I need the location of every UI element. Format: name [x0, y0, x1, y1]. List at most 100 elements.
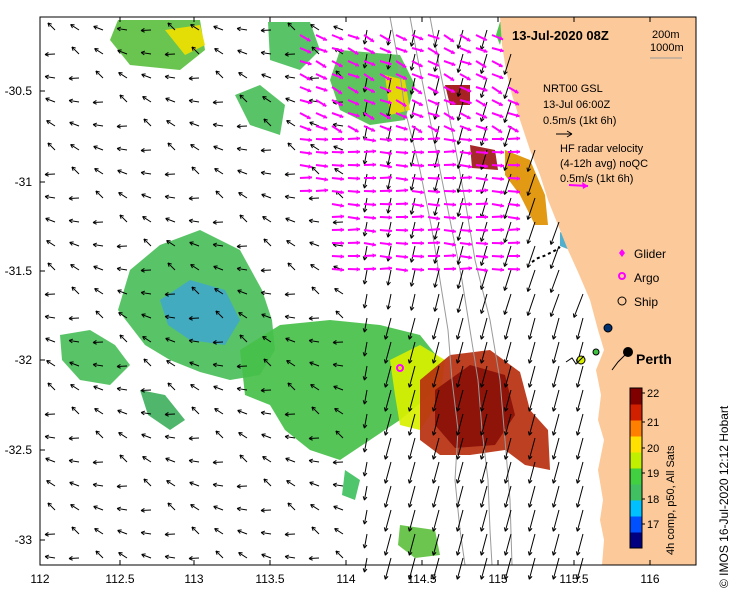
- radar-arrow-icon: [459, 188, 473, 194]
- perth-coast-link: [611, 353, 627, 371]
- model-arrow-icon: [362, 293, 368, 309]
- model-arrow-icon: [92, 482, 104, 488]
- model-arrow-icon: [407, 557, 416, 580]
- model-arrow-icon: [95, 70, 104, 79]
- model-arrow-icon: [47, 142, 56, 151]
- radar-arrow-icon: [379, 164, 392, 169]
- rottnest-outline: [565, 355, 585, 365]
- model-arrow-icon: [285, 217, 296, 223]
- model-arrow-icon: [551, 365, 560, 388]
- radar-arrow-icon: [331, 214, 345, 219]
- radar-arrow-icon: [363, 47, 376, 55]
- radar-arrow-icon: [427, 267, 441, 272]
- model-arrow-icon: [237, 49, 248, 55]
- model-arrow-icon: [503, 341, 512, 364]
- model-arrow-icon: [260, 530, 272, 536]
- model-legend-line-1: NRT00 GSL: [543, 83, 603, 95]
- model-arrow-icon: [70, 504, 80, 511]
- model-arrow-icon: [69, 241, 80, 247]
- model-arrow-icon: [551, 485, 560, 508]
- radar-arrow-icon: [427, 60, 440, 67]
- radar-arrow-icon: [331, 125, 343, 134]
- model-arrow-icon: [284, 51, 296, 57]
- radar-arrow-icon: [379, 47, 392, 54]
- model-arrow-icon: [260, 410, 272, 416]
- radar-arrow-icon: [299, 73, 311, 81]
- model-arrow-icon: [334, 168, 344, 175]
- radar-arrow-icon: [395, 99, 407, 108]
- model-arrow-icon: [239, 94, 248, 103]
- colorbar-label: 4h comp, p50, All Sats: [665, 445, 677, 555]
- model-arrow-icon: [140, 387, 152, 393]
- model-arrow-icon: [334, 408, 344, 415]
- radar-arrow-icon: [427, 202, 441, 208]
- model-arrow-icon: [431, 413, 440, 436]
- radar-arrow-icon: [363, 125, 376, 132]
- model-arrow-icon: [526, 221, 536, 244]
- radar-arrow-icon: [443, 202, 457, 207]
- radar-arrow-icon: [315, 137, 329, 142]
- radar-arrow-icon: [443, 242, 456, 247]
- model-arrow-icon: [526, 197, 536, 220]
- radar-arrow-icon: [459, 99, 472, 105]
- radar-arrow-icon: [331, 176, 345, 182]
- model-arrow-icon: [260, 147, 272, 153]
- sst-patch: [398, 525, 440, 558]
- model-arrow-icon: [238, 312, 248, 319]
- model-arrow-icon: [142, 336, 152, 343]
- model-arrow-icon: [215, 190, 224, 199]
- model-arrow-icon: [284, 554, 296, 560]
- model-arrow-icon: [238, 192, 248, 199]
- model-arrow-icon: [456, 53, 464, 73]
- model-arrow-icon: [527, 437, 536, 460]
- model-arrow-icon: [479, 269, 488, 290]
- model-arrow-icon: [262, 216, 272, 223]
- model-arrow-icon: [70, 144, 80, 151]
- model-arrow-icon: [362, 173, 368, 189]
- model-arrow-icon: [526, 173, 536, 196]
- model-arrow-icon: [479, 509, 488, 532]
- model-arrow-icon: [189, 121, 200, 127]
- model-arrow-icon: [551, 413, 560, 436]
- radar-arrow-icon: [411, 60, 424, 68]
- radar-arrow-icon: [475, 267, 489, 273]
- model-arrow-icon: [118, 552, 128, 559]
- radar-arrow-icon: [332, 136, 344, 142]
- model-arrow-icon: [260, 290, 272, 296]
- model-arrow-icon: [262, 456, 272, 463]
- radar-arrow-icon: [492, 136, 504, 142]
- model-arrow-icon: [527, 389, 536, 412]
- model-arrow-icon: [190, 144, 200, 151]
- radar-arrow-icon: [507, 86, 519, 94]
- radar-arrow-icon: [363, 266, 377, 272]
- isobath-200-label: 200m: [652, 29, 680, 41]
- radar-arrow-icon: [395, 112, 408, 119]
- model-arrow-icon: [166, 480, 176, 487]
- radar-arrow-icon: [395, 267, 409, 273]
- model-arrow-icon: [239, 214, 248, 223]
- radar-arrow-icon: [363, 242, 376, 247]
- radar-arrow-icon: [379, 201, 393, 207]
- radar-arrow-icon: [331, 150, 345, 155]
- circle-icon: [617, 296, 627, 306]
- radar-legend-line-2: (4-12h avg) noQC: [560, 158, 648, 170]
- radar-arrow-icon: [475, 254, 489, 260]
- model-arrow-icon: [116, 386, 128, 392]
- model-arrow-icon: [116, 506, 128, 512]
- model-arrow-icon: [260, 170, 272, 176]
- radar-arrow-icon: [395, 137, 409, 142]
- model-arrow-icon: [284, 314, 296, 320]
- colorbar-frame: [629, 387, 643, 549]
- model-arrow-icon: [284, 171, 296, 177]
- radar-arrow-icon: [491, 214, 505, 219]
- model-arrow-icon: [238, 72, 248, 79]
- model-arrow-icon: [527, 413, 536, 436]
- colorbar-segment: [630, 468, 642, 485]
- model-arrow-icon: [479, 317, 488, 340]
- model-arrow-icon: [311, 406, 320, 415]
- radar-arrow-icon: [428, 253, 440, 259]
- radar-arrow-icon: [379, 150, 393, 156]
- radar-arrow-icon: [379, 188, 393, 194]
- model-arrow-icon: [284, 411, 296, 417]
- model-arrow-icon: [239, 454, 248, 463]
